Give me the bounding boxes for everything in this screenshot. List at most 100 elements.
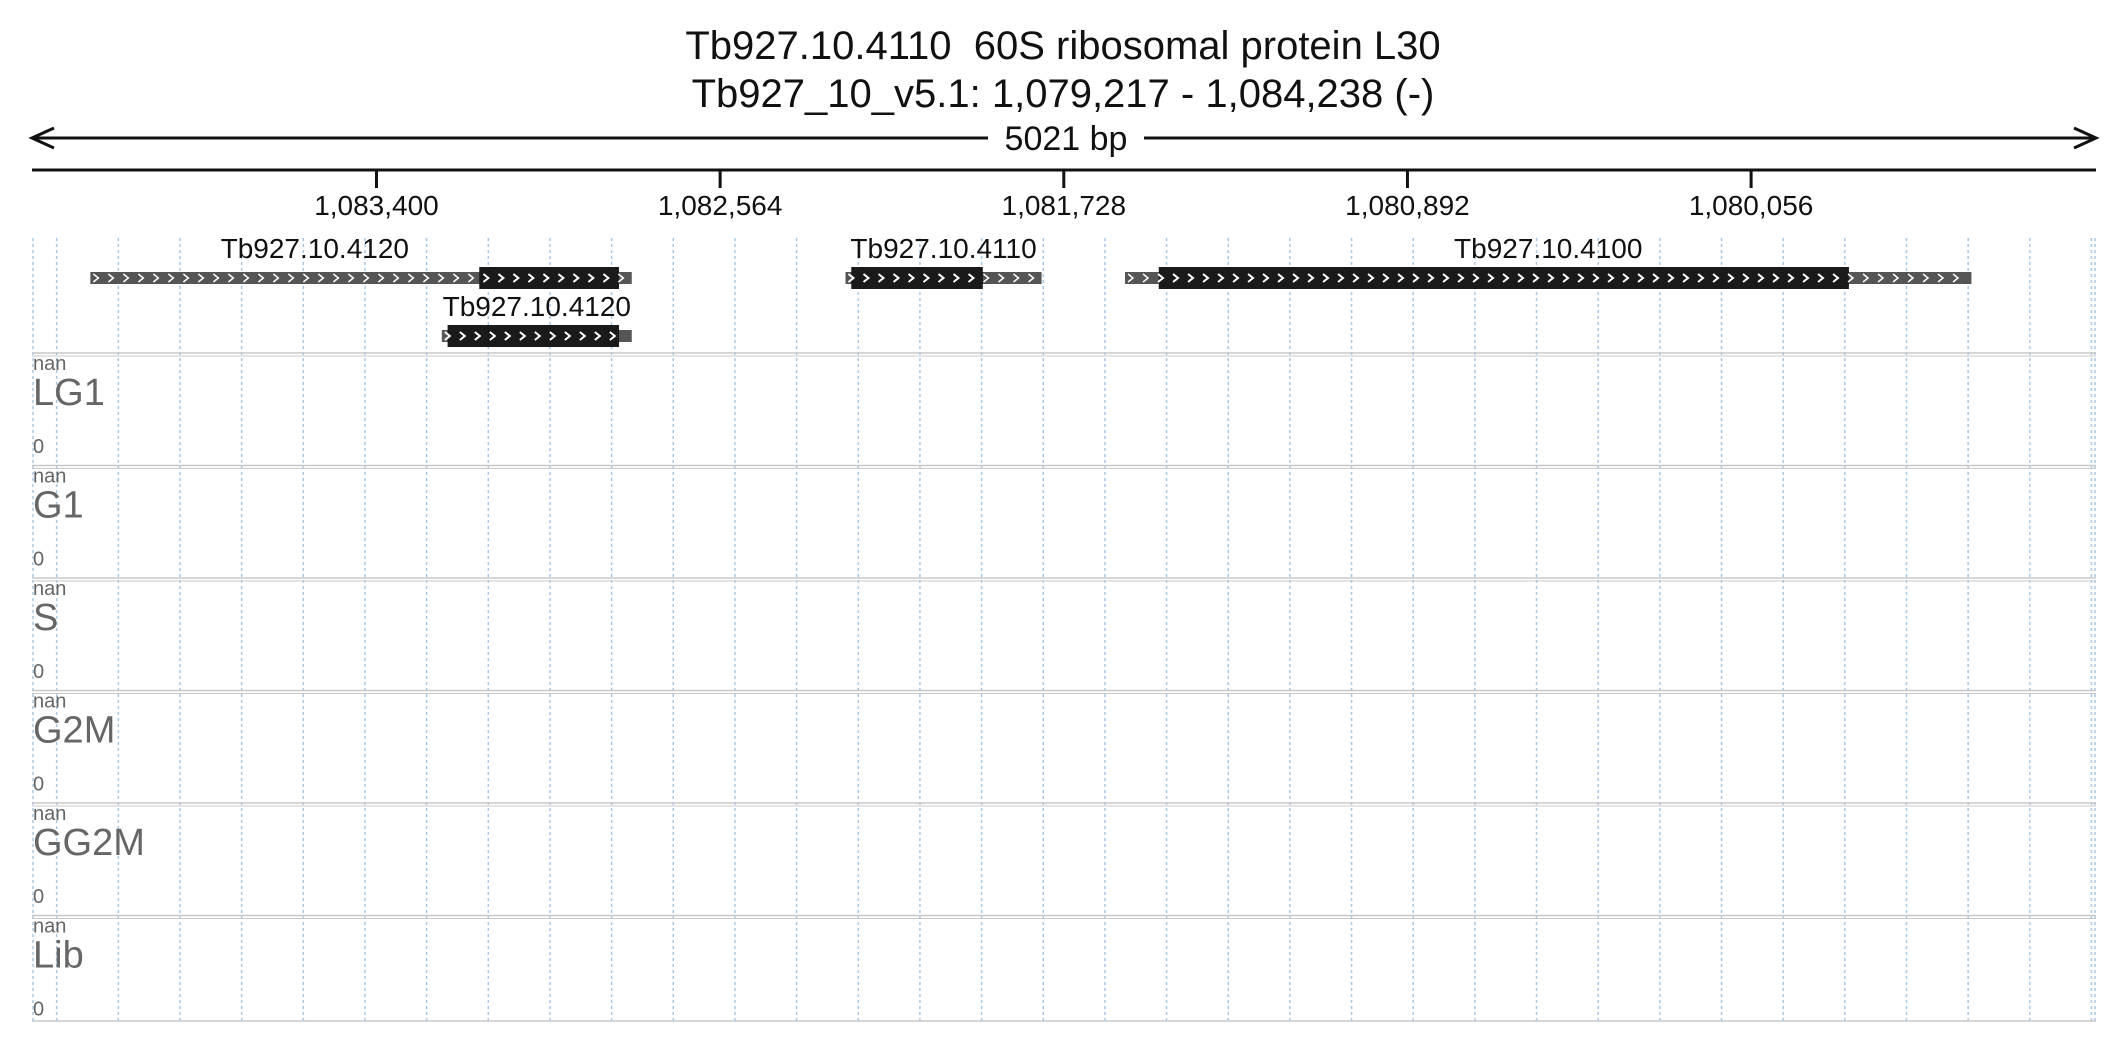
track-name: G1 [33,485,84,527]
strand-chevron [1307,273,1315,283]
strand-chevron [1487,273,1495,283]
strand-chevron [452,273,460,283]
axis-tick-label: 1,080,892 [1345,190,1470,221]
axis-tick-label: 1,081,728 [1002,190,1127,221]
track-min-label: 0 [33,999,44,1021]
strand-chevron [542,273,550,283]
strand-chevron [362,273,370,283]
strand-chevron [1937,273,1945,283]
span-arrowhead-left [28,126,55,150]
strand-chevron [122,273,130,283]
strand-chevron [107,273,115,283]
strand-chevron [602,273,610,283]
strand-chevron [467,273,475,283]
strand-chevron [197,273,205,283]
strand-chevron [579,331,587,341]
strand-chevron [587,273,595,283]
gene-cds-block [447,325,620,347]
strand-chevron [1502,273,1510,283]
strand-chevron [1562,273,1570,283]
strand-chevron [1013,273,1020,283]
gene-label: Tb927.10.4120 [221,233,409,264]
track-name: G2M [33,710,115,752]
gene-cds-block [1158,267,1849,289]
strand-chevron [1127,273,1135,283]
strand-chevron [92,273,100,283]
strand-chevron [1667,273,1675,283]
strand-chevron [1232,273,1240,283]
strand-chevron [1217,273,1225,283]
strand-chevron [1028,273,1035,283]
strand-chevron [1262,273,1270,283]
track-max-label: nan [33,803,66,825]
span-arrowhead-right [2073,126,2100,150]
strand-chevron [527,273,535,283]
strand-chevron [1472,273,1480,283]
strand-chevron [422,273,430,283]
strand-chevron [227,273,235,283]
strand-chevron [1172,273,1180,283]
track-max-label: nan [33,691,66,713]
strand-chevron [272,273,280,283]
track-min-label: 0 [33,886,44,908]
strand-chevron [459,331,467,341]
strand-chevron [167,273,175,283]
strand-chevron [137,273,145,283]
track-max-label: nan [33,353,66,375]
strand-chevron [152,273,160,283]
strand-chevron [407,273,415,283]
track-min-label: 0 [33,549,44,571]
span-length-label: 5021 bp [1005,120,1128,158]
strand-chevron [1892,273,1900,283]
locus-coordinates: Tb927_10_v5.1: 1,079,217 - 1,084,238 (-) [691,72,1435,116]
strand-chevron [1832,273,1840,283]
strand-chevron [1322,273,1330,283]
track-max-label: nan [33,466,66,488]
track-name: GG2M [33,822,145,864]
strand-chevron [347,273,355,283]
strand-chevron [1757,273,1765,283]
strand-chevron [1637,273,1645,283]
strand-chevron [519,331,527,341]
track-min-label: 0 [33,774,44,796]
strand-chevron [1862,273,1870,283]
strand-chevron [564,331,572,341]
strand-chevron [504,331,512,341]
strand-chevron [534,331,542,341]
strand-chevron [1952,273,1960,283]
axis-tick-label: 1,082,564 [658,190,783,221]
strand-chevron [594,331,602,341]
strand-chevron [474,331,482,341]
strand-chevron [1787,273,1795,283]
track-name: LG1 [33,372,105,414]
gene-label: Tb927.10.4110 [850,233,1036,264]
strand-chevron [242,273,250,283]
gene-title: Tb927.10.4110 60S ribosomal protein L30 [685,24,1441,68]
track-min-label: 0 [33,436,44,458]
track-min-label: 0 [33,661,44,683]
strand-chevron [557,273,565,283]
strand-chevron [609,331,617,341]
strand-chevron [377,273,385,283]
strand-chevron [392,273,400,283]
strand-chevron [1457,273,1465,283]
strand-chevron [1292,273,1300,283]
track-max-label: nan [33,916,66,938]
strand-chevron [549,331,557,341]
strand-chevron [1697,273,1705,283]
strand-chevron [1337,273,1345,283]
strand-chevron [1187,273,1195,283]
strand-chevron [1877,273,1885,283]
strand-chevron [1922,273,1930,283]
strand-chevron [1427,273,1435,283]
gene-label: Tb927.10.4120 [443,291,631,322]
strand-chevron [1607,273,1615,283]
strand-chevron [1577,273,1585,283]
strand-chevron [317,273,325,283]
strand-chevron [1382,273,1390,283]
strand-chevron [1142,273,1150,283]
strand-chevron [1547,273,1555,283]
strand-chevron [892,273,901,283]
